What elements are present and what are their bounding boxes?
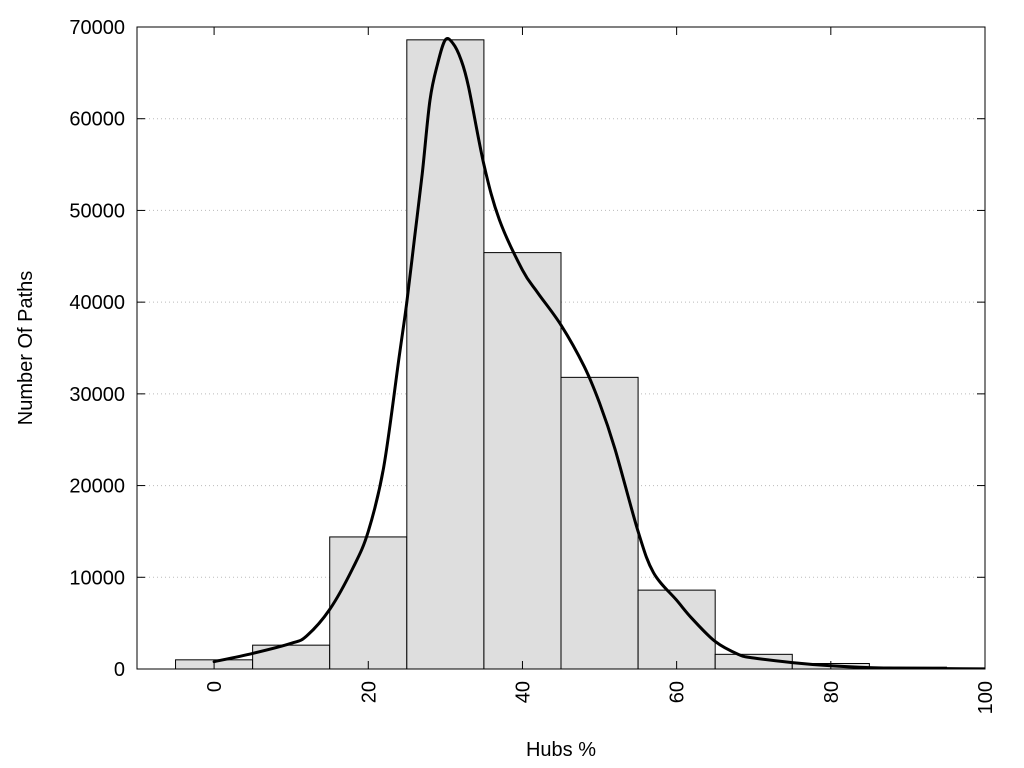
y-tick-label: 50000: [69, 200, 125, 222]
x-tick-label: 60: [667, 681, 689, 703]
curve-layer: [212, 37, 985, 669]
plot-frame: [136, 26, 986, 670]
x-tick-label: 20: [358, 681, 380, 703]
y-axis-title: Number Of Paths: [15, 271, 37, 426]
y-tick-label: 30000: [69, 384, 125, 406]
y-tick-label: 10000: [69, 567, 125, 589]
bars-layer: [175, 39, 985, 669]
density-curve: [212, 37, 985, 669]
x-tick-label: 0: [204, 681, 226, 692]
histogram-bar: [252, 644, 331, 669]
x-tick-label: 80: [821, 681, 843, 703]
y-tick-label: 70000: [69, 17, 125, 39]
y-tick-label: 0: [114, 659, 125, 681]
histogram-bar: [406, 39, 485, 669]
histogram-bar: [560, 376, 639, 669]
labels-layer: 0 10000 20000 30000 40000 50000 60000 70000 0 20 4…: [69, 17, 997, 714]
x-tick-label: 40: [512, 681, 534, 703]
ticks-layer: [137, 26, 986, 670]
y-tick-label: 60000: [69, 109, 125, 131]
x-axis-title: Hubs %: [526, 739, 596, 761]
x-tick-label: 100: [975, 681, 997, 714]
histogram-bar: [329, 536, 408, 669]
y-tick-label: 20000: [69, 476, 125, 498]
histogram-bar: [483, 252, 562, 669]
y-tick-label: 40000: [69, 292, 125, 314]
